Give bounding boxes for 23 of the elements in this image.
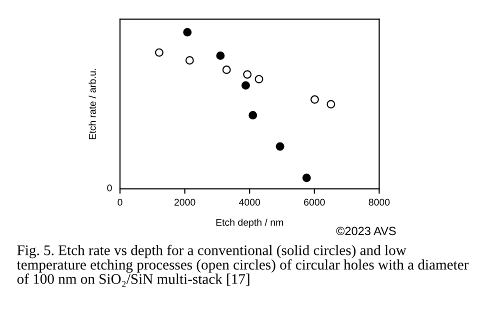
point [216,51,225,60]
point [248,110,258,120]
point [222,66,231,74]
x-tick-label: 2000 [174,198,196,206]
point [154,48,164,57]
point [241,81,250,90]
x-tick-label: 0 [118,198,122,206]
y-axis-title: Etch rate / arb.u. [88,68,96,140]
x-tick-label: 8000 [368,198,390,206]
point [326,100,336,108]
point [302,174,311,182]
point [254,74,264,84]
point [276,142,284,151]
x-tick-label: 6000 [304,198,325,206]
x-axis-title: Etch depth / nm [216,218,284,228]
point [310,95,319,104]
caption: Fig. 5. Etch rate vs depth for a conventional (solid circles) and low temperature etching processes (open circles) of circular holes with a diameter of 100 nm on SiO₂/SiN multi-stack [17] [16,244,469,287]
point [185,56,194,65]
point [243,70,252,79]
text: 0 [107,184,112,192]
point [183,28,192,36]
text: ©2023 AVS [336,226,396,236]
x-tick-label: 4000 [239,198,260,206]
